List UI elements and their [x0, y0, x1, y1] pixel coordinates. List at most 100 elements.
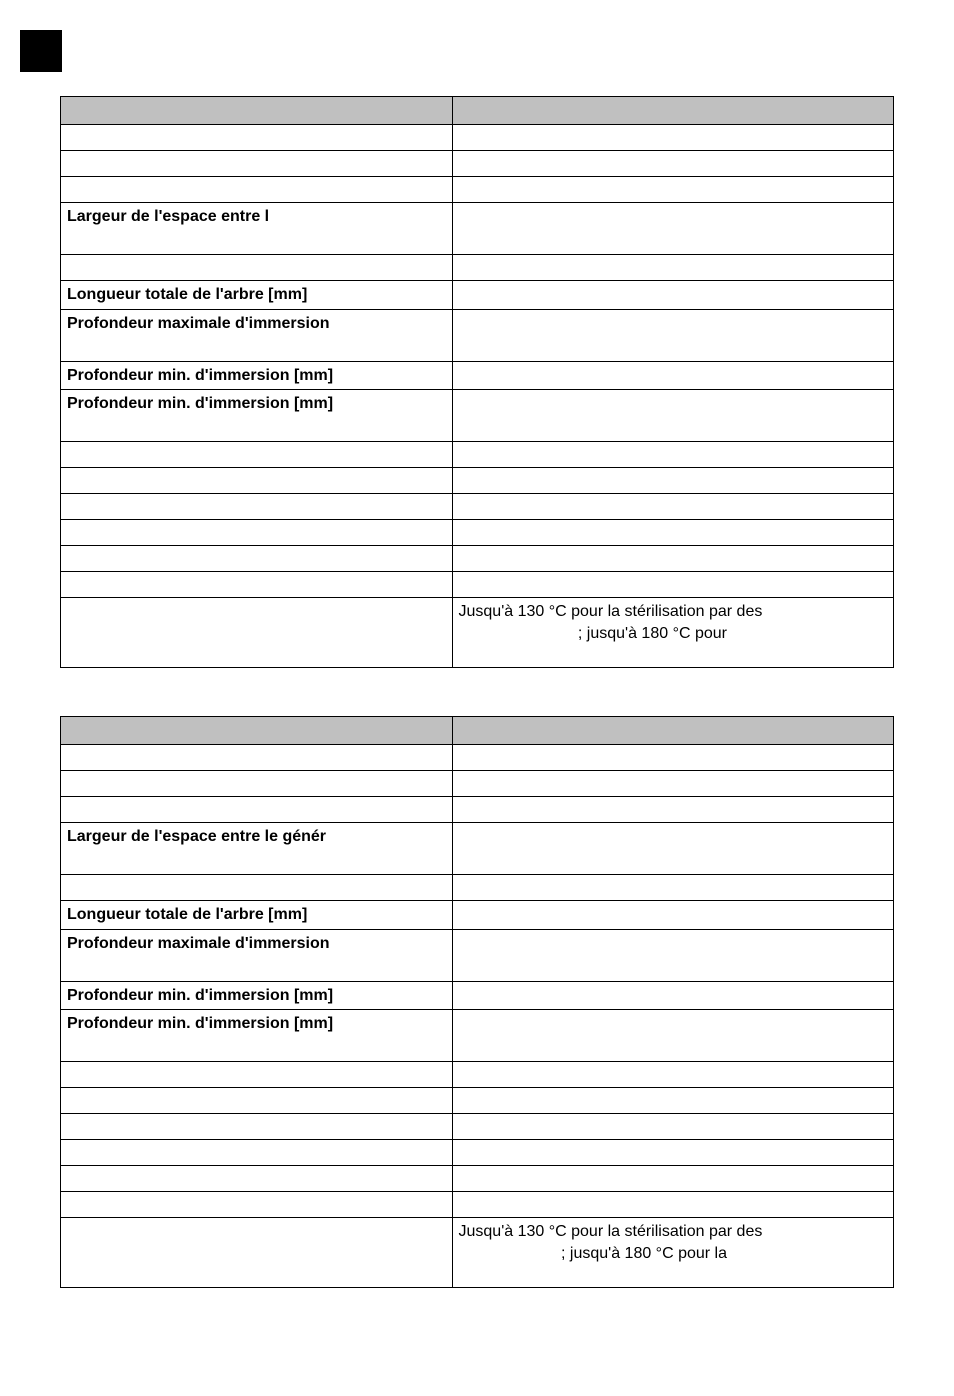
table-row: [61, 468, 894, 494]
row-value: [452, 442, 894, 468]
row-value: [452, 309, 894, 361]
row-label: [61, 520, 453, 546]
row-value: [452, 1010, 894, 1062]
table-row: [61, 1192, 894, 1218]
row-value: [452, 255, 894, 281]
row-label: [61, 1114, 453, 1140]
temp-line-2: ; jusqu'à 180 °C pour la: [459, 1243, 888, 1265]
row-label: Profondeur maximale d'immersion: [61, 309, 453, 361]
temp-line-2: ; jusqu'à 180 °C pour: [459, 623, 888, 645]
row-label: Largeur de l'espace entre le génér: [61, 823, 453, 875]
row-label: [61, 1140, 453, 1166]
row-value: [452, 901, 894, 930]
row-label: [61, 1166, 453, 1192]
row-label: [61, 572, 453, 598]
table-row: Profondeur maximale d'immersion: [61, 929, 894, 981]
row-label: [61, 468, 453, 494]
table-row: [61, 1062, 894, 1088]
row-label: Longueur totale de l'arbre [mm]: [61, 901, 453, 930]
header-cell-right: [452, 717, 894, 745]
row-value: [452, 1062, 894, 1088]
table-header-row: [61, 97, 894, 125]
table-row: [61, 1140, 894, 1166]
row-label: Profondeur min. d'immersion [mm]: [61, 981, 453, 1010]
table-row-temperature: Jusqu'à 130 °C pour la stérilisation par…: [61, 598, 894, 668]
row-value-temperature: Jusqu'à 130 °C pour la stérilisation par…: [452, 598, 894, 668]
row-label: [61, 151, 453, 177]
table-row: Profondeur min. d'immersion [mm]: [61, 1010, 894, 1062]
table-row: [61, 520, 894, 546]
row-value: [452, 875, 894, 901]
table-row: [61, 1166, 894, 1192]
row-label: [61, 1192, 453, 1218]
row-value: [452, 361, 894, 390]
row-value: [452, 1140, 894, 1166]
row-label: [61, 598, 453, 668]
row-label: Largeur de l'espace entre l: [61, 203, 453, 255]
header-cell-left: [61, 97, 453, 125]
table-row-temperature: Jusqu'à 130 °C pour la stérilisation par…: [61, 1218, 894, 1288]
table-row: [61, 745, 894, 771]
table-row: [61, 1114, 894, 1140]
table-row: [61, 494, 894, 520]
header-cell-left: [61, 717, 453, 745]
row-value: [452, 151, 894, 177]
table-row: Longueur totale de l'arbre [mm]: [61, 901, 894, 930]
row-label: [61, 125, 453, 151]
table-row: [61, 125, 894, 151]
table-row: [61, 255, 894, 281]
row-value: [452, 177, 894, 203]
corner-block: [20, 30, 62, 72]
table-row: Profondeur min. d'immersion [mm]: [61, 361, 894, 390]
row-value: [452, 494, 894, 520]
table-row: Profondeur maximale d'immersion: [61, 309, 894, 361]
table-row: Profondeur min. d'immersion [mm]: [61, 981, 894, 1010]
row-label: [61, 797, 453, 823]
row-value: [452, 823, 894, 875]
row-value: [452, 468, 894, 494]
row-label: [61, 771, 453, 797]
row-label: [61, 1088, 453, 1114]
row-label: Profondeur min. d'immersion [mm]: [61, 390, 453, 442]
table-row: Longueur totale de l'arbre [mm]: [61, 281, 894, 310]
table-row: [61, 875, 894, 901]
row-label: [61, 1218, 453, 1288]
table-row: [61, 797, 894, 823]
spec-table-1: Largeur de l'espace entre l Longueur tota…: [60, 96, 894, 668]
table1-body: Largeur de l'espace entre l Longueur tota…: [61, 97, 894, 668]
row-label: [61, 1062, 453, 1088]
table-row: [61, 771, 894, 797]
header-cell-right: [452, 97, 894, 125]
table-row: [61, 546, 894, 572]
row-value: [452, 572, 894, 598]
row-label: Profondeur maximale d'immersion: [61, 929, 453, 981]
row-label: Profondeur min. d'immersion [mm]: [61, 361, 453, 390]
table-row: Largeur de l'espace entre le génér: [61, 823, 894, 875]
row-value: [452, 1192, 894, 1218]
row-label: [61, 442, 453, 468]
table-header-row: [61, 717, 894, 745]
table-row: [61, 177, 894, 203]
page: Largeur de l'espace entre l Longueur tota…: [0, 0, 954, 1396]
row-value: [452, 797, 894, 823]
row-value: [452, 125, 894, 151]
row-label: [61, 745, 453, 771]
table-row: [61, 151, 894, 177]
row-label: [61, 875, 453, 901]
row-label: Longueur totale de l'arbre [mm]: [61, 281, 453, 310]
row-label: [61, 177, 453, 203]
row-value: [452, 390, 894, 442]
table2-body: Largeur de l'espace entre le génér Longue…: [61, 717, 894, 1288]
table-row: [61, 1088, 894, 1114]
row-label: [61, 546, 453, 572]
row-value: [452, 520, 894, 546]
table-row: [61, 572, 894, 598]
row-label: Profondeur min. d'immersion [mm]: [61, 1010, 453, 1062]
row-value: [452, 771, 894, 797]
row-value: [452, 981, 894, 1010]
temp-line-1: Jusqu'à 130 °C pour la stérilisation par…: [459, 603, 763, 620]
row-value: [452, 929, 894, 981]
table-row: Profondeur min. d'immersion [mm]: [61, 390, 894, 442]
row-label: [61, 494, 453, 520]
row-value: [452, 203, 894, 255]
